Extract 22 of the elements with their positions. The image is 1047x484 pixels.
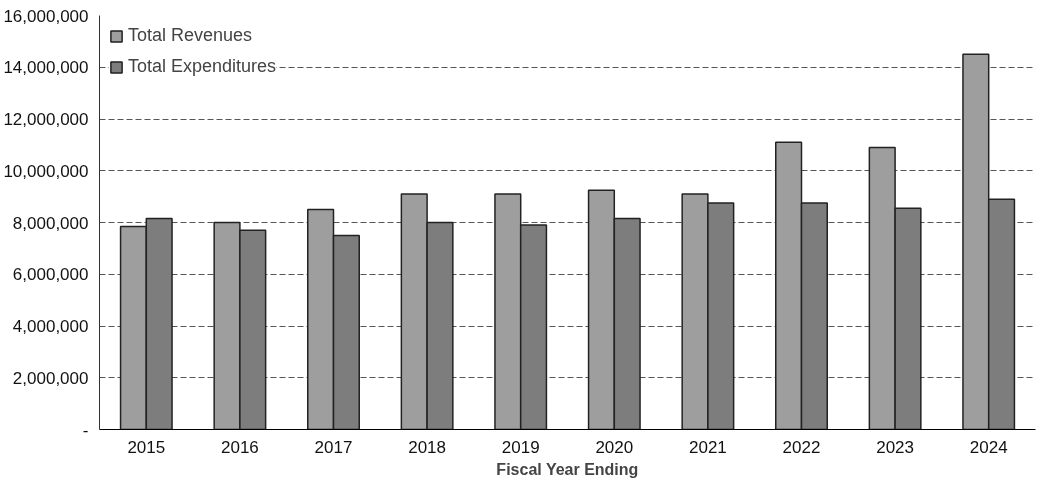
x-tick-label: 2021 xyxy=(688,437,727,457)
x-axis-title: Fiscal Year Ending xyxy=(496,460,639,478)
x-tick-label: 2023 xyxy=(876,437,915,457)
x-tick-label: 2020 xyxy=(595,437,634,457)
legend-label: Total Expenditures xyxy=(128,56,277,77)
y-tick-label: 16,000,000 xyxy=(3,6,89,26)
y-tick-label: 10,000,000 xyxy=(3,161,89,181)
x-tick-label: 2022 xyxy=(782,437,821,457)
y-tick-label: 2,000,000 xyxy=(12,368,89,388)
x-tick-label: 2015 xyxy=(127,437,166,457)
y-tick-label: 12,000,000 xyxy=(3,110,89,129)
x-tick-label: 2019 xyxy=(501,437,540,457)
y-tick-label: 6,000,000 xyxy=(12,265,89,285)
y-tick-label: 14,000,000 xyxy=(3,58,89,78)
x-tick-label: 2018 xyxy=(408,437,447,457)
y-tick-label: - xyxy=(82,420,89,440)
x-tick-label: 2016 xyxy=(220,437,259,457)
y-tick-label: 4,000,000 xyxy=(12,317,89,336)
legend-label: Total Revenues xyxy=(128,25,253,46)
x-tick-label: 2024 xyxy=(969,437,1008,457)
x-tick-label: 2017 xyxy=(314,437,353,457)
y-tick-label: 8,000,000 xyxy=(12,213,89,233)
